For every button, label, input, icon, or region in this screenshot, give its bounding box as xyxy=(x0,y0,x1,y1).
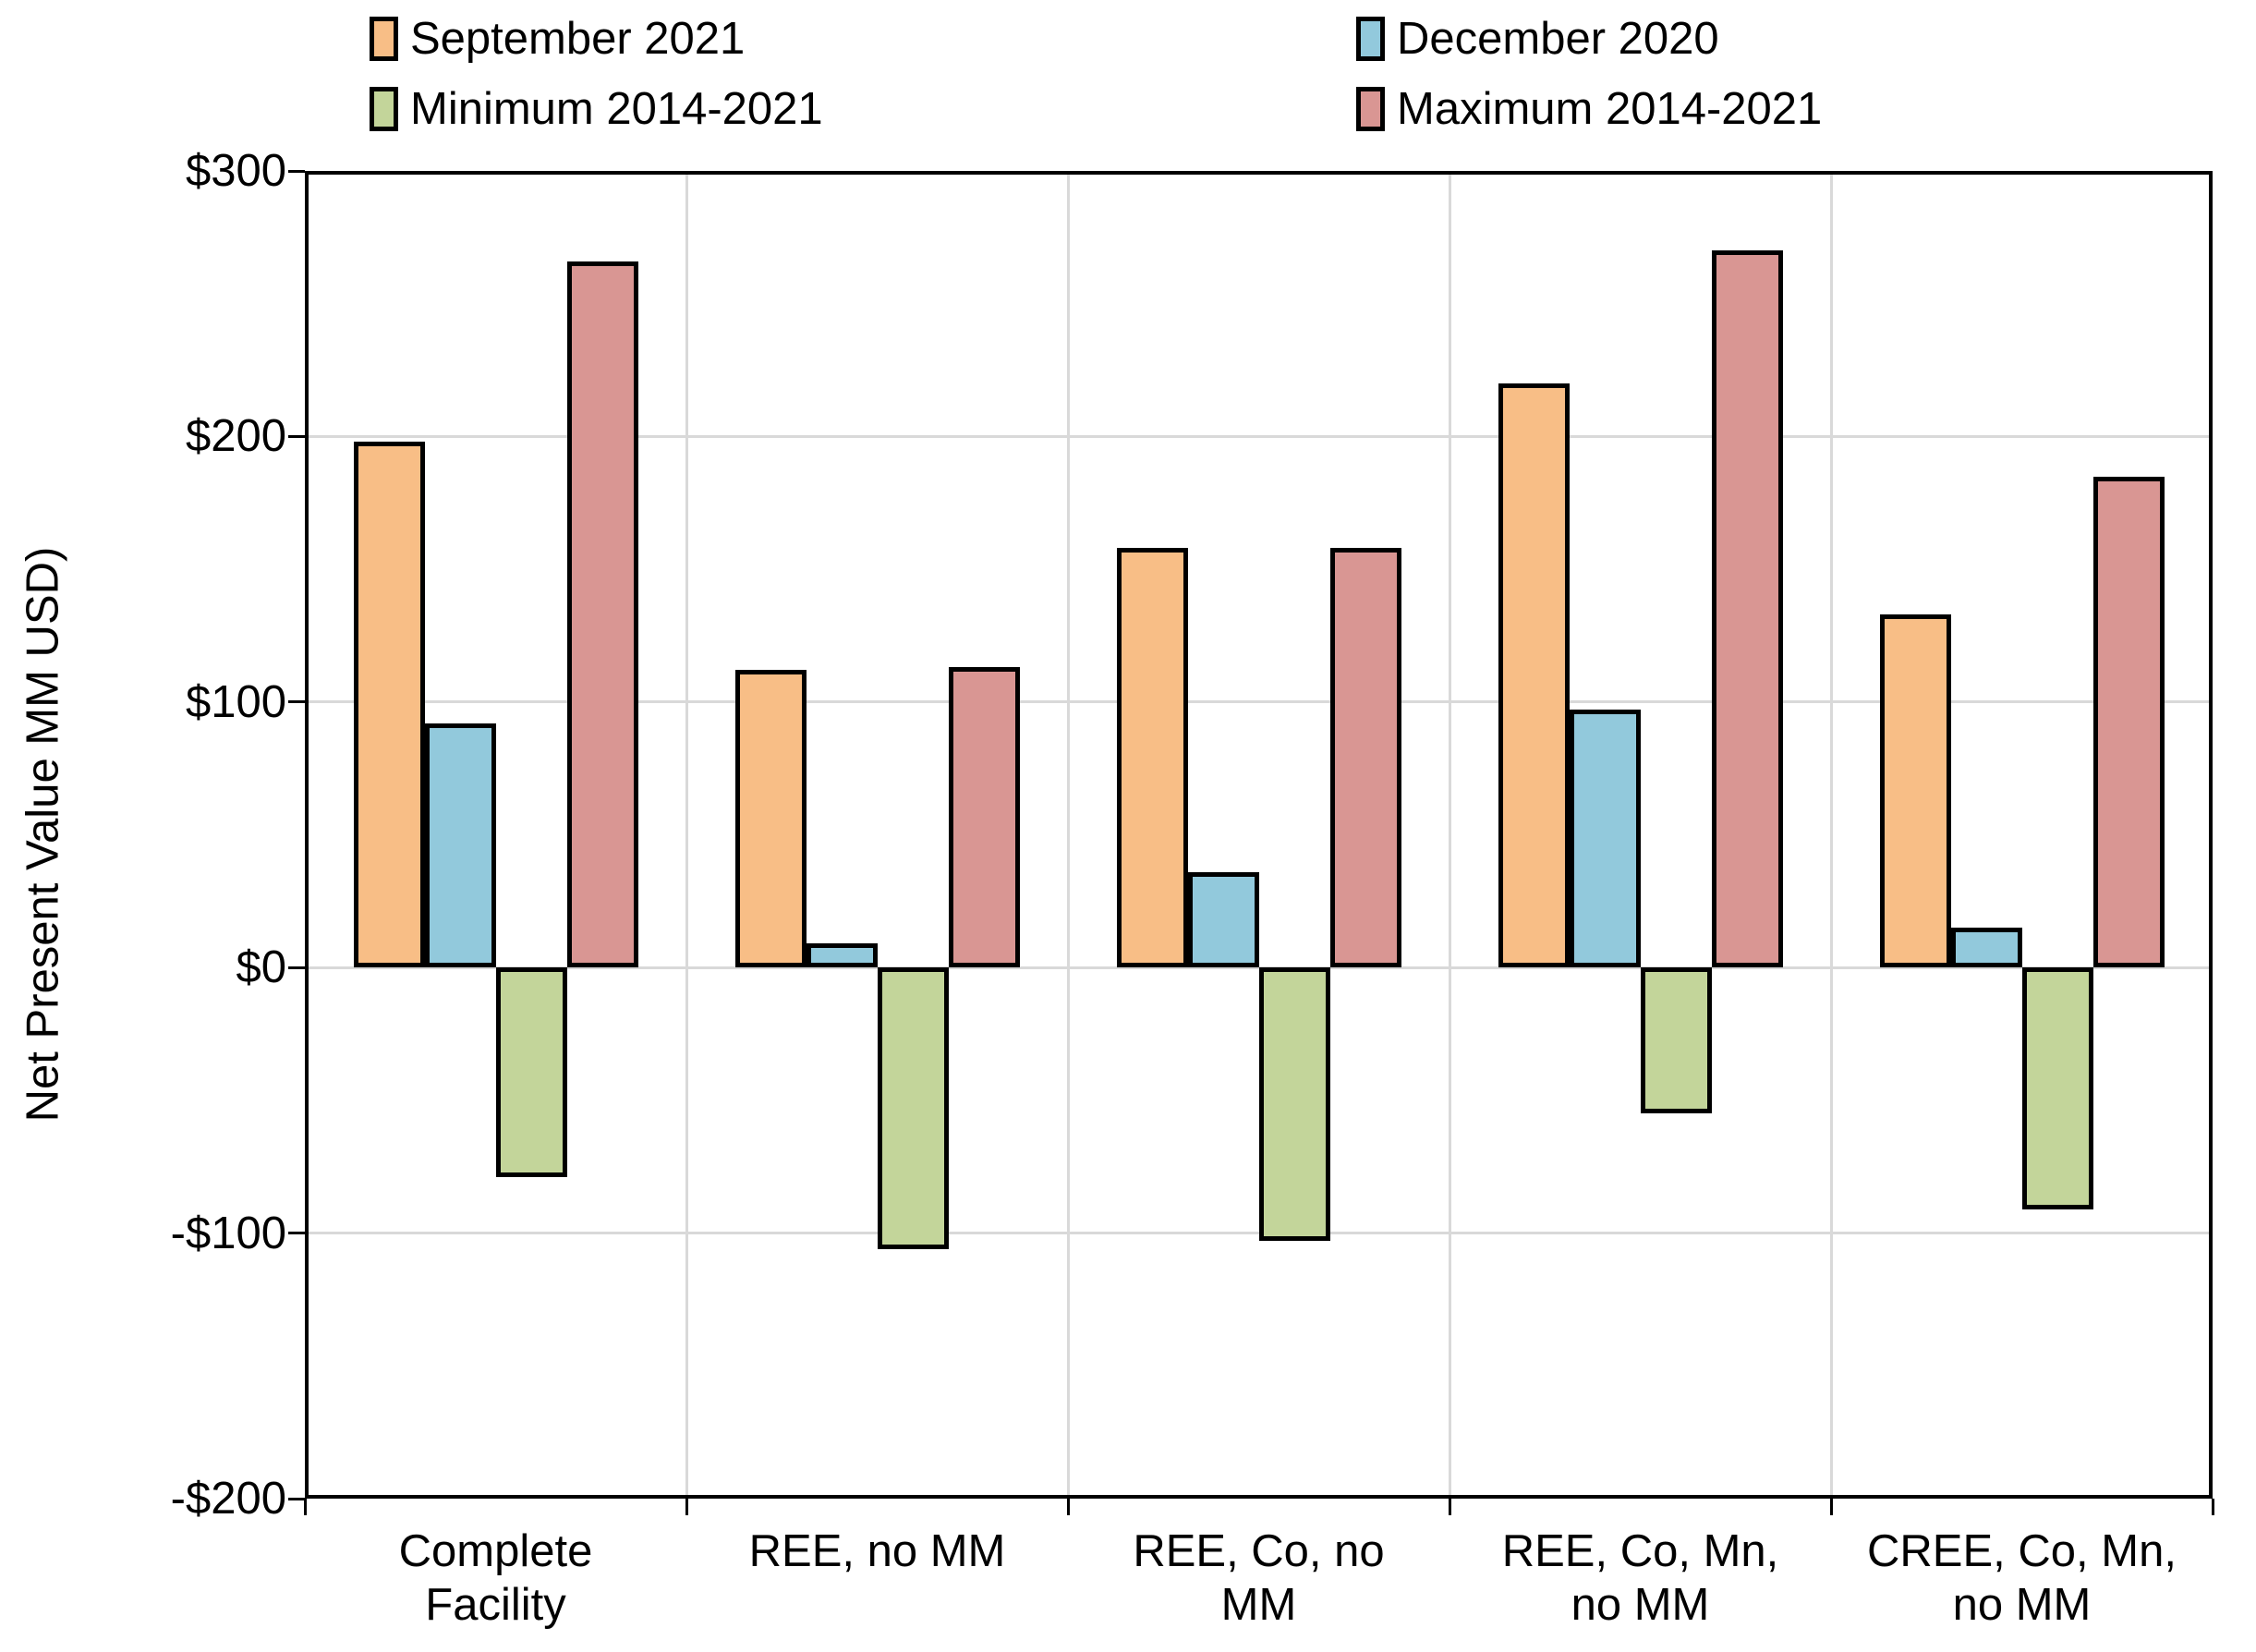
legend-swatch-december-2020 xyxy=(1356,17,1385,61)
x-tick-2 xyxy=(1066,1499,1070,1515)
legend-label-september-2021: September 2021 xyxy=(410,13,746,64)
legend-swatch-maximum-2014-2021 xyxy=(1356,87,1385,131)
x-tick-label-ree-no-mm: REE, no MM xyxy=(679,1524,1076,1578)
x-tick-label-line: MM xyxy=(1220,1580,1297,1630)
y-tick-label--200: -$200 xyxy=(170,1474,286,1524)
bar-maximum-2014-2021-complete-facility xyxy=(566,261,638,968)
bar-december-2020-cree-co-mn-no-mm xyxy=(1950,928,2022,968)
y-tick-0 xyxy=(288,966,305,969)
bar-december-2020-ree-co-mn-no-mm xyxy=(1569,710,1641,968)
x-tick-label-line: no MM xyxy=(1952,1580,2092,1630)
legend-label-december-2020: December 2020 xyxy=(1397,13,1719,64)
x-tick-label-line: REE, Co, Mn, xyxy=(1501,1526,1779,1576)
bar-minimum-2014-2021-ree-co-mn-no-mm xyxy=(1640,967,1712,1114)
x-tick-label-ree-co-mn-no-mm: REE, Co, Mn, no MM xyxy=(1442,1524,1839,1632)
x-tick-label-cree-co-mn-no-mm: CREE, Co, Mn, no MM xyxy=(1824,1524,2221,1632)
bar-minimum-2014-2021-ree-co-no-mm xyxy=(1258,967,1330,1242)
y-tick--200 xyxy=(288,1497,305,1500)
legend-item-minimum-2014-2021: Minimum 2014-2021 xyxy=(370,81,823,137)
y-tick--100 xyxy=(288,1232,305,1235)
y-tick-100 xyxy=(288,700,305,704)
gridline-h-200 xyxy=(305,434,2213,438)
x-tick-label-line: no MM xyxy=(1571,1580,1710,1630)
legend-item-december-2020: December 2020 xyxy=(1356,11,1719,67)
bar-minimum-2014-2021-complete-facility xyxy=(495,967,567,1178)
bar-september-2021-ree-co-no-mm xyxy=(1116,548,1188,968)
bar-minimum-2014-2021-ree-no-mm xyxy=(877,967,949,1249)
x-tick-label-line: REE, no MM xyxy=(748,1526,1006,1576)
legend-label-maximum-2014-2021: Maximum 2014-2021 xyxy=(1397,83,1823,134)
bar-december-2020-complete-facility xyxy=(424,723,496,968)
x-tick-label-line: CREE, Co, Mn, xyxy=(1867,1526,2177,1576)
x-tick-4 xyxy=(1829,1499,1833,1515)
gridline-v-3 xyxy=(1448,171,1451,1499)
x-tick-1 xyxy=(685,1499,688,1515)
x-tick-5 xyxy=(2211,1499,2214,1515)
legend-item-maximum-2014-2021: Maximum 2014-2021 xyxy=(1356,81,1822,137)
legend-swatch-september-2021 xyxy=(370,17,398,61)
bar-maximum-2014-2021-ree-co-mn-no-mm xyxy=(1711,250,1783,968)
y-axis-title: Net Present Value MM USD) xyxy=(18,546,68,1123)
y-tick-label--100: -$100 xyxy=(170,1208,286,1258)
x-tick-0 xyxy=(303,1499,307,1515)
x-tick-3 xyxy=(1448,1499,1451,1515)
gridline-h-100 xyxy=(305,700,2213,704)
bar-december-2020-ree-co-no-mm xyxy=(1187,871,1259,968)
bar-september-2021-ree-co-mn-no-mm xyxy=(1498,383,1570,968)
y-tick-label-0: $0 xyxy=(236,942,286,993)
bar-maximum-2014-2021-ree-co-no-mm xyxy=(1329,548,1401,968)
bar-september-2021-complete-facility xyxy=(353,442,425,968)
y-tick-label-200: $200 xyxy=(185,411,286,462)
gridline-v-2 xyxy=(1066,171,1070,1499)
x-tick-label-line: REE, Co, no xyxy=(1133,1526,1385,1576)
bar-maximum-2014-2021-cree-co-mn-no-mm xyxy=(2092,476,2165,968)
x-tick-label-line: Facility xyxy=(425,1580,566,1630)
bar-maximum-2014-2021-ree-no-mm xyxy=(948,667,1020,968)
y-tick-label-300: $300 xyxy=(185,146,286,196)
y-tick-200 xyxy=(288,434,305,438)
legend-item-september-2021: September 2021 xyxy=(370,11,745,67)
gridline-v-1 xyxy=(685,171,688,1499)
y-tick-300 xyxy=(288,169,305,173)
bar-december-2020-ree-no-mm xyxy=(806,943,878,968)
y-tick-label-100: $100 xyxy=(185,676,286,727)
legend-swatch-minimum-2014-2021 xyxy=(370,87,398,131)
x-tick-label-line: Complete xyxy=(398,1526,593,1576)
bar-minimum-2014-2021-cree-co-mn-no-mm xyxy=(2021,967,2093,1209)
x-tick-label-ree-co-no-mm: REE, Co, no MM xyxy=(1061,1524,1458,1632)
legend-label-minimum-2014-2021: Minimum 2014-2021 xyxy=(410,83,823,134)
bar-september-2021-cree-co-mn-no-mm xyxy=(1879,613,1951,968)
gridline-v-4 xyxy=(1829,171,1833,1499)
x-tick-label-complete-facility: Complete Facility xyxy=(297,1524,695,1632)
bar-september-2021-ree-no-mm xyxy=(734,670,807,968)
